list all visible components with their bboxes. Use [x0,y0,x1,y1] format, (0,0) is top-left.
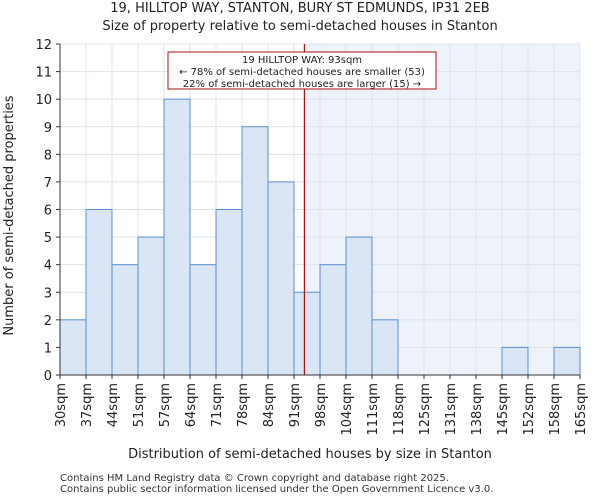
footer-licence: Contains public sector information licen… [60,484,494,495]
x-tick-label: 145sqm [496,383,511,436]
y-tick-label: 9 [44,121,52,136]
annotation-title: 19 HILLTOP WAY: 93sqm [242,55,362,66]
x-tick-label: 37sqm [80,383,95,427]
y-tick-label: 7 [44,176,52,191]
bar-111sqm [371,319,399,376]
x-tick-label: 71sqm [210,383,225,427]
chart-title-line1: 19, HILLTOP WAY, STANTON, BURY ST EDMUND… [110,1,490,16]
x-tick-label: 138sqm [470,383,485,436]
bar-37sqm [85,209,113,376]
annotation-larger: 22% of semi-detached houses are larger (… [183,79,421,90]
x-tick-label: 84sqm [262,383,277,427]
bar-64sqm [189,264,217,376]
x-tick-label: 30sqm [54,383,69,427]
x-tick-label: 64sqm [184,383,199,427]
bar-71sqm [215,209,243,376]
x-tick-label: 118sqm [392,383,407,436]
bar-44sqm [111,264,139,376]
x-tick-label: 44sqm [106,383,121,427]
y-tick-label: 11 [35,66,52,81]
x-tick-label: 158sqm [548,383,563,436]
x-tick-label: 98sqm [314,383,329,427]
x-tick-label: 51sqm [132,383,147,427]
y-tick-label: 2 [44,314,52,329]
x-tick-label: 104sqm [340,383,355,436]
x-axis-title: Distribution of semi-detached houses by … [128,447,492,462]
x-tick-label: 152sqm [522,383,537,436]
x-tick-label: 165sqm [574,383,589,436]
y-axis-title: Number of semi-detached properties [2,95,17,335]
bar-145sqm [501,346,529,376]
x-tick-label: 111sqm [366,383,381,436]
chart-title-line2: Size of property relative to semi-detach… [102,19,498,34]
x-tick-label: 125sqm [418,383,433,436]
y-tick-label: 5 [44,231,52,246]
bar-84sqm [267,181,295,376]
x-tick-label: 131sqm [444,383,459,436]
bar-57sqm [163,98,191,376]
y-tick-label: 0 [44,369,52,384]
x-tick-label: 78sqm [236,383,251,427]
bar-51sqm [137,236,165,376]
footer-copyright: Contains HM Land Registry data © Crown c… [60,473,449,484]
y-tick-label: 8 [44,148,52,163]
bar-158sqm [553,346,581,376]
bar-78sqm [241,126,269,376]
bar-91sqm [293,291,321,376]
x-tick-label: 57sqm [158,383,173,427]
y-tick-label: 3 [44,286,52,301]
bar-30sqm [59,319,87,376]
y-tick-label: 1 [44,341,52,356]
x-tick-label: 91sqm [288,383,303,427]
annotation-box [167,51,437,90]
y-tick-label: 12 [35,38,52,53]
y-tick-label: 4 [44,259,52,274]
y-tick-label: 6 [44,204,52,219]
bar-104sqm [345,236,373,376]
bar-98sqm [319,264,347,376]
y-tick-label: 10 [35,93,52,108]
annotation-smaller: ← 78% of semi-detached houses are smalle… [179,67,425,78]
